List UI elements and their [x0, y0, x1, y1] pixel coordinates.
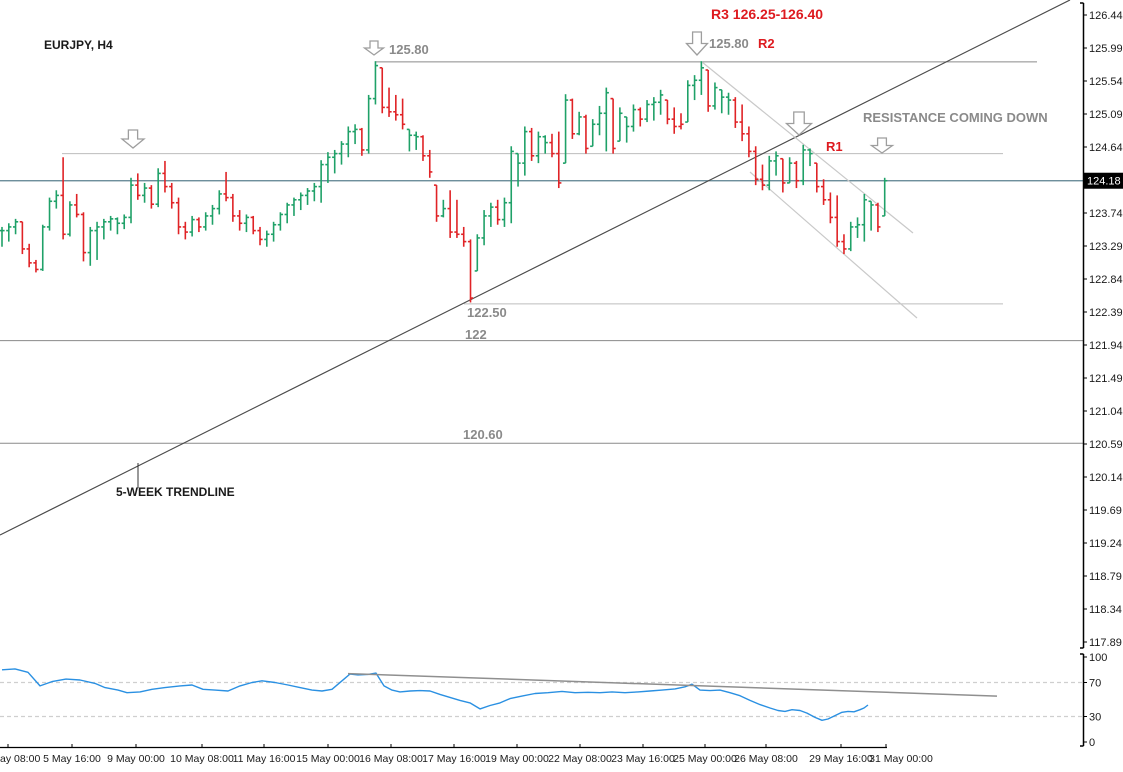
- indicator-axis-label: 0: [1089, 737, 1095, 749]
- 5-week-trendline: [0, 0, 1071, 536]
- price-axis-label: 118.79: [1089, 571, 1122, 583]
- price-axis-drag-area[interactable]: [1084, 0, 1123, 648]
- second-peak-price-label: 125.80: [709, 36, 749, 51]
- time-axis-label: 23 May 16:00: [611, 753, 675, 765]
- time-axis-label: 25 May 00:00: [673, 753, 737, 765]
- time-axis-label: 31 May 00:00: [869, 753, 933, 765]
- price-axis-label: 121.94: [1089, 340, 1123, 352]
- down-arrow-marker: [362, 40, 386, 56]
- indicator-axis-label: 30: [1089, 712, 1101, 724]
- price-axis-label: 121.04: [1089, 406, 1123, 418]
- price-axis-label: 120.14: [1089, 472, 1123, 484]
- price-axis-label: 123.29: [1089, 241, 1123, 253]
- down-arrow-marker: [869, 137, 895, 154]
- down-arrow-marker: [685, 31, 709, 56]
- indicator-axis-label: 70: [1089, 678, 1101, 690]
- time-axis-label: 10 May 08:00: [170, 753, 234, 765]
- support-120-60-label: 120.60: [463, 427, 503, 442]
- price-axis-label: 125.09: [1089, 109, 1123, 121]
- main-chart-surface[interactable]: [0, 0, 1082, 648]
- price-axis-label: 124.64: [1089, 142, 1123, 154]
- r1-label: R1: [826, 139, 843, 154]
- time-axis-label: ay 08:00: [0, 753, 40, 765]
- symbol-timeframe-title: EURJPY, H4: [44, 38, 113, 52]
- price-axis-label: 118.34: [1089, 604, 1122, 616]
- r2-label: R2: [758, 36, 775, 51]
- five-week-trendline-label: 5-WEEK TRENDLINE: [116, 485, 235, 499]
- time-axis-label: 19 May 00:00: [485, 753, 549, 765]
- resistance-coming-down-note: RESISTANCE COMING DOWN: [863, 110, 1048, 125]
- current-price-badge-text: 124.18: [1087, 176, 1121, 188]
- price-axis-label: 122.84: [1089, 274, 1123, 286]
- time-axis-drag-area[interactable]: [0, 748, 900, 768]
- price-axis-label: 123.74: [1089, 208, 1123, 220]
- time-axis-label: 26 May 08:00: [734, 753, 798, 765]
- indicator-panel-surface[interactable]: [0, 652, 1082, 748]
- price-axis-label: 119.69: [1089, 505, 1122, 517]
- indicator-axis-label: 100: [1089, 652, 1107, 664]
- r3-resistance-zone-label: R3 126.25-126.40: [711, 6, 824, 22]
- price-axis-label: 122.39: [1089, 307, 1123, 319]
- current-price-badge: [1084, 172, 1123, 189]
- time-axis-label: 15 May 00:00: [296, 753, 360, 765]
- price-axis-label: 126.44: [1089, 10, 1123, 22]
- indicator-line: [1, 668, 869, 721]
- time-axis-label: 16 May 08:00: [359, 753, 423, 765]
- indicator-trendline: [347, 672, 998, 697]
- price-axis-label: 117.89: [1089, 637, 1122, 649]
- candles: [0, 61, 888, 303]
- falling-channel-lower: [749, 171, 918, 319]
- down-arrow-marker: [120, 129, 146, 149]
- support-122-50-label: 122.50: [467, 305, 507, 320]
- time-axis-label: 17 May 16:00: [422, 753, 486, 765]
- time-axis-label: 22 May 08:00: [548, 753, 612, 765]
- price-axis-label: 125.99: [1089, 43, 1123, 55]
- support-122-label: 122: [465, 327, 487, 342]
- time-axis-label: 5 May 16:00: [43, 753, 101, 765]
- price-axis-label: 125.54: [1089, 76, 1123, 88]
- price-axis-label: 120.59: [1089, 439, 1123, 451]
- first-peak-price-label: 125.80: [389, 42, 429, 57]
- price-axis-label: 119.24: [1089, 538, 1122, 550]
- time-axis-label: 9 May 00:00: [107, 753, 165, 765]
- time-axis-label: 11 May 16:00: [233, 753, 296, 765]
- time-axis-label: 29 May 16:00: [809, 753, 873, 765]
- price-axis-label: 121.49: [1089, 373, 1123, 385]
- down-arrow-marker: [784, 111, 814, 136]
